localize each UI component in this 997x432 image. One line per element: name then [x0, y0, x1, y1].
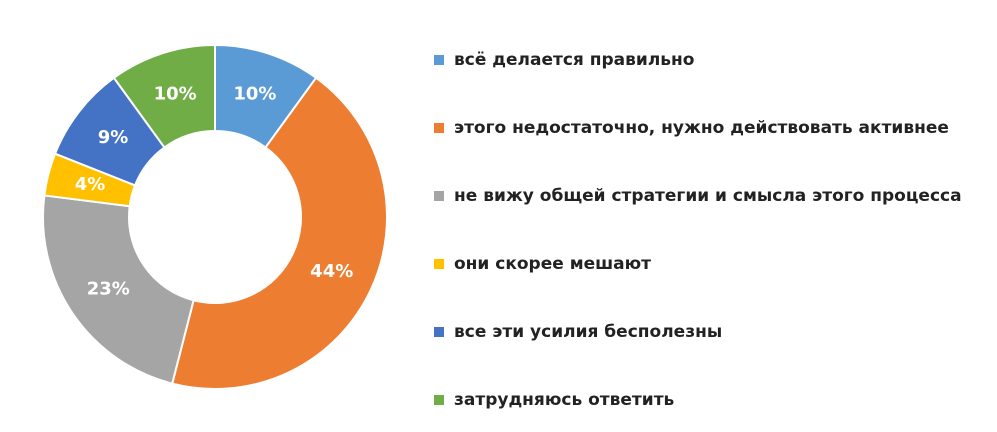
data-label: 10%	[154, 83, 197, 104]
legend-label: не вижу общей стратегии и смысла этого п…	[454, 186, 962, 206]
legend-swatch	[434, 327, 444, 337]
legend-label: всё делается правильно	[454, 50, 694, 70]
legend-swatch	[434, 55, 444, 65]
legend-swatch	[434, 191, 444, 201]
legend-label: они скорее мешают	[454, 254, 651, 274]
legend-swatch	[434, 123, 444, 133]
data-label: 10%	[233, 83, 276, 104]
donut-segment	[42, 194, 195, 385]
legend-swatch	[434, 395, 444, 405]
legend-label: все эти усилия бесполезны	[454, 322, 722, 342]
legend-label: затрудняюсь ответить	[454, 390, 674, 410]
data-label: 44%	[310, 261, 353, 282]
donut-segment	[171, 76, 388, 390]
data-label: 4%	[75, 174, 106, 195]
legend-label: этого недостаточно, нужно действовать ак…	[454, 118, 949, 138]
legend-swatch	[434, 259, 444, 269]
donut-segment	[112, 43, 216, 149]
data-label: 23%	[87, 279, 130, 300]
data-label: 9%	[98, 127, 129, 148]
